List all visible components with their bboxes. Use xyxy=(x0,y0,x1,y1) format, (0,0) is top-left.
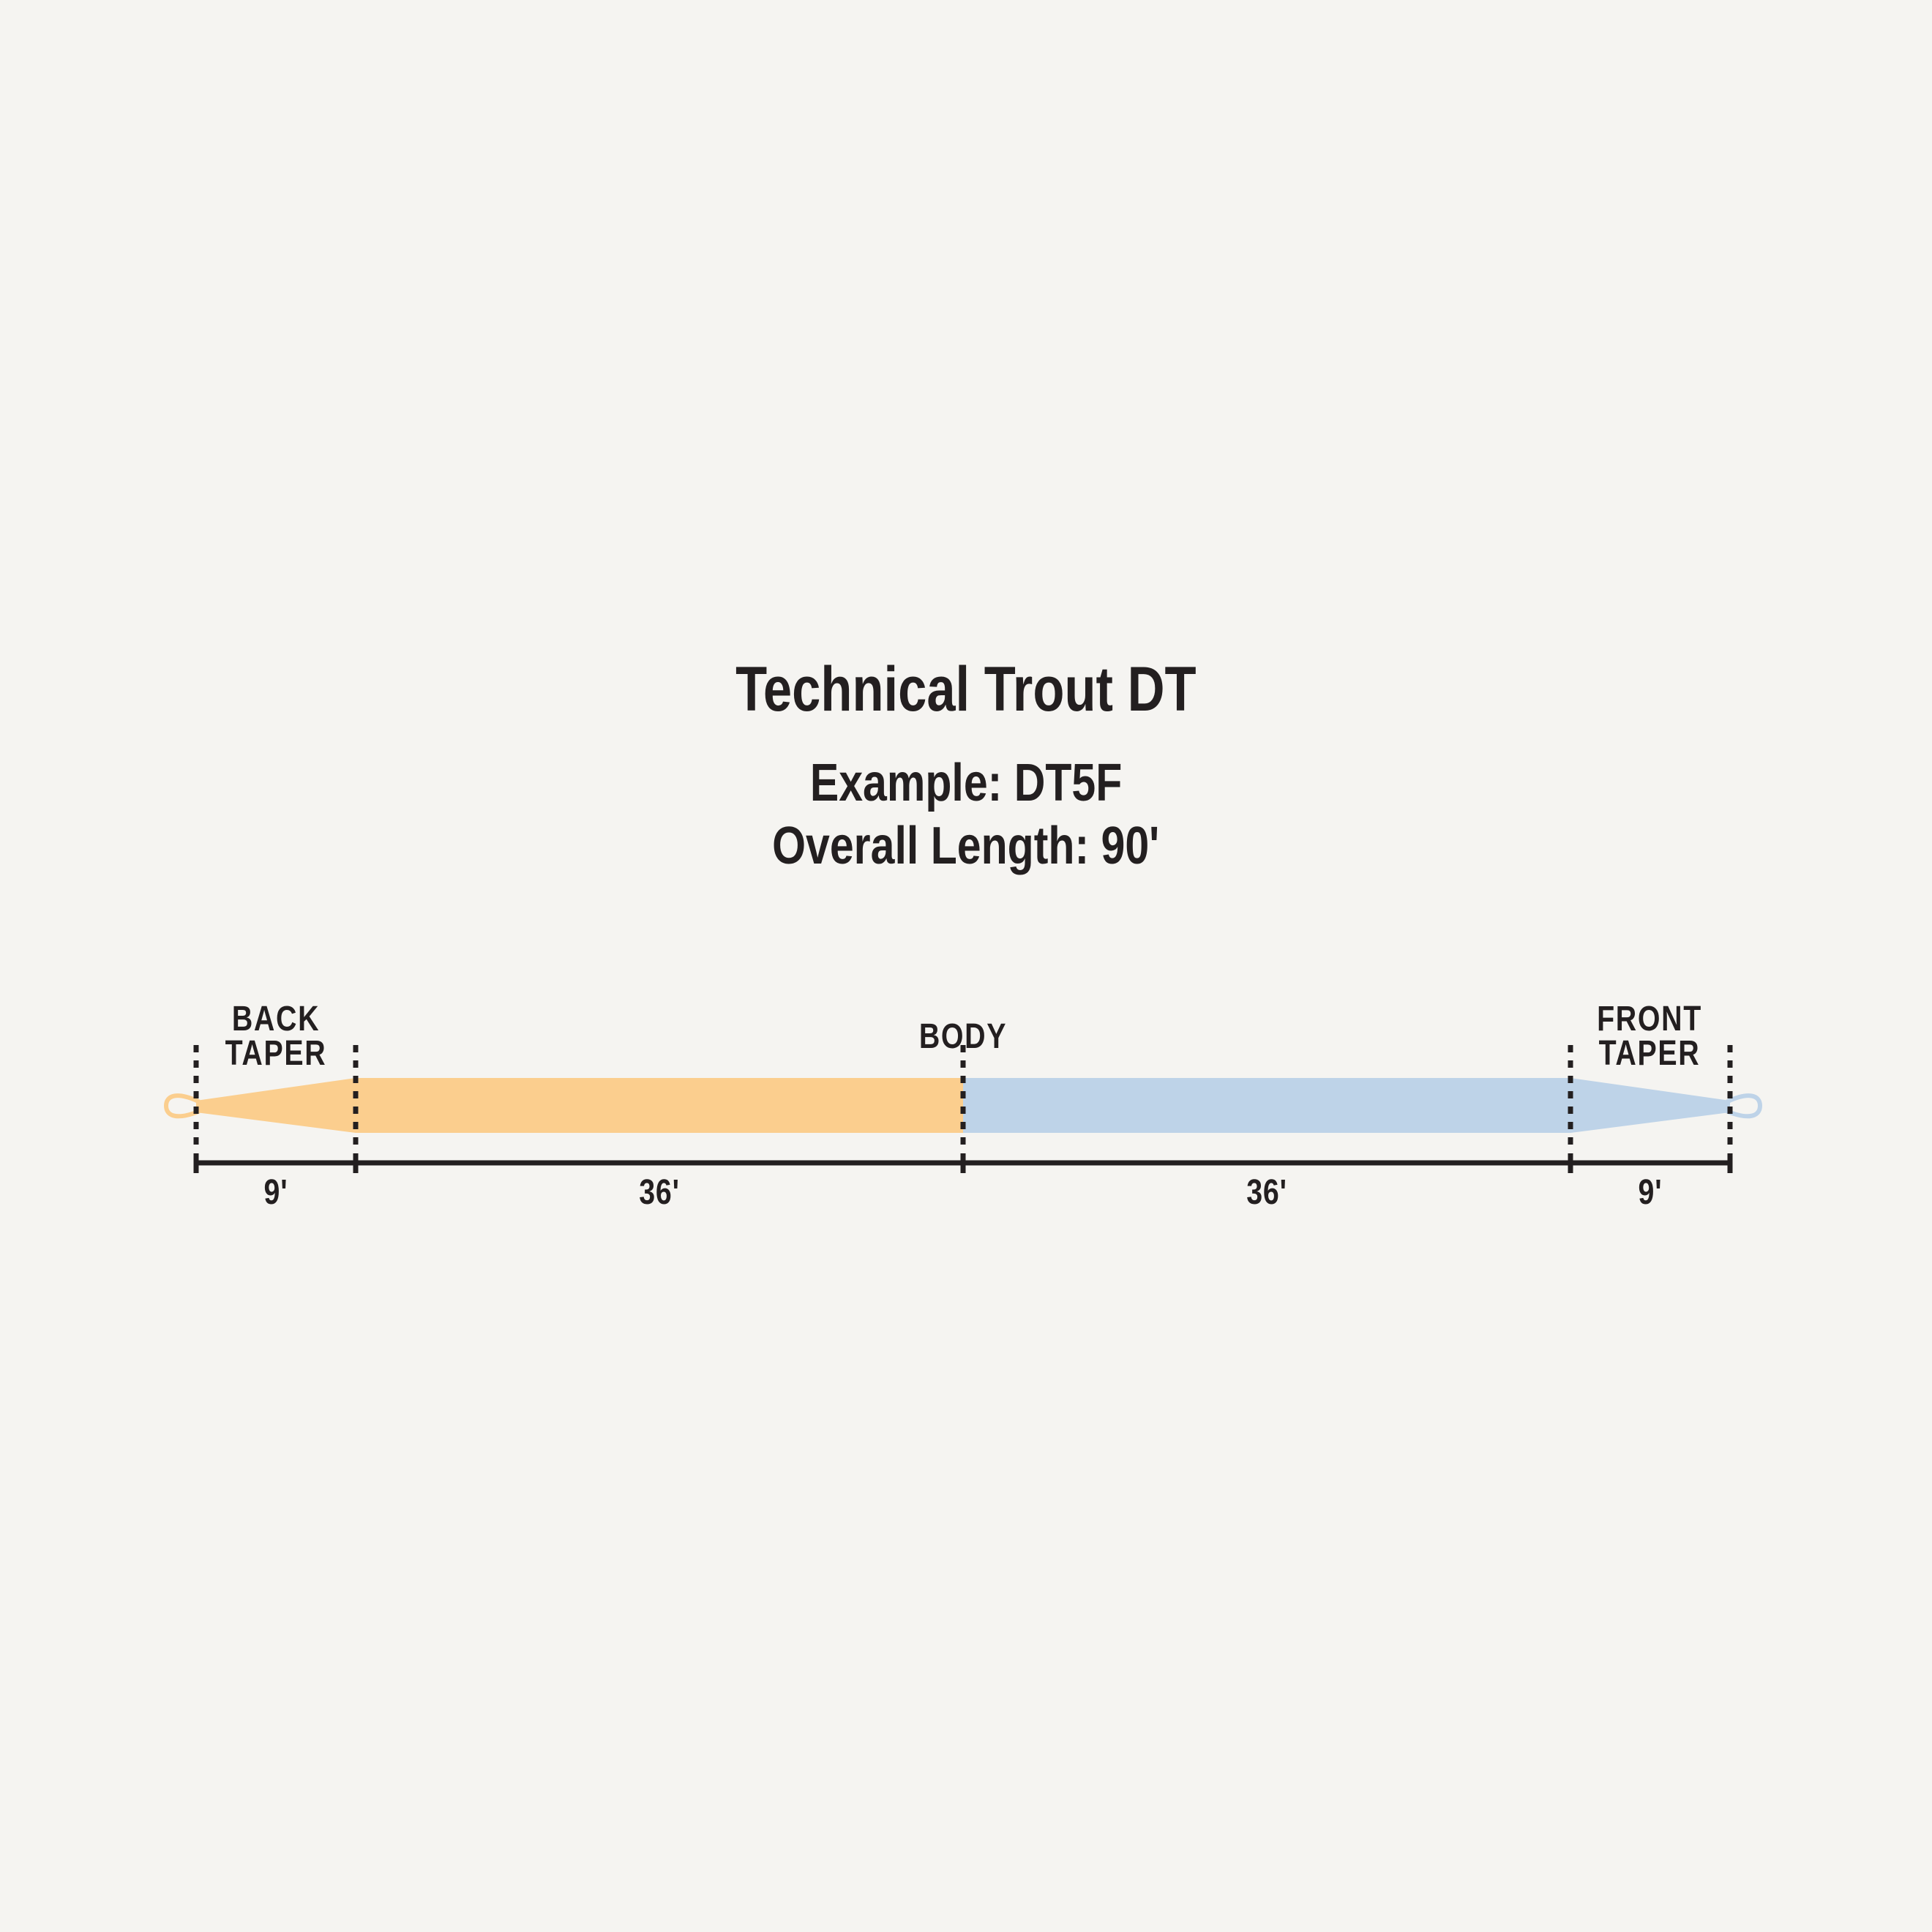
body-label: BODY xyxy=(918,1017,1008,1056)
back-loop-icon xyxy=(164,1093,201,1119)
page-title: Technical Trout DT xyxy=(0,658,1932,721)
front-loop-icon xyxy=(1726,1093,1762,1119)
overall-length-text: Overall Length: 90' xyxy=(772,817,1160,875)
measurement-label-back-taper: 9' xyxy=(263,1173,288,1212)
back-taper-label: BACK TAPER xyxy=(225,1000,327,1073)
front-line-shape xyxy=(963,1078,1730,1133)
page-title-text: Technical Trout DT xyxy=(735,654,1197,724)
example-line-text: Example: DT5F xyxy=(809,754,1123,812)
measurement-label-front-taper: 9' xyxy=(1638,1173,1663,1212)
front-taper-label: FRONT TAPER xyxy=(1597,1000,1702,1073)
example-line: Example: DT5F xyxy=(0,757,1932,809)
overall-length-line: Overall Length: 90' xyxy=(0,820,1932,872)
back-line-shape xyxy=(196,1078,963,1133)
measurement-label-front-body: 36' xyxy=(1246,1173,1287,1212)
measurement-label-rear-body: 36' xyxy=(639,1173,680,1212)
